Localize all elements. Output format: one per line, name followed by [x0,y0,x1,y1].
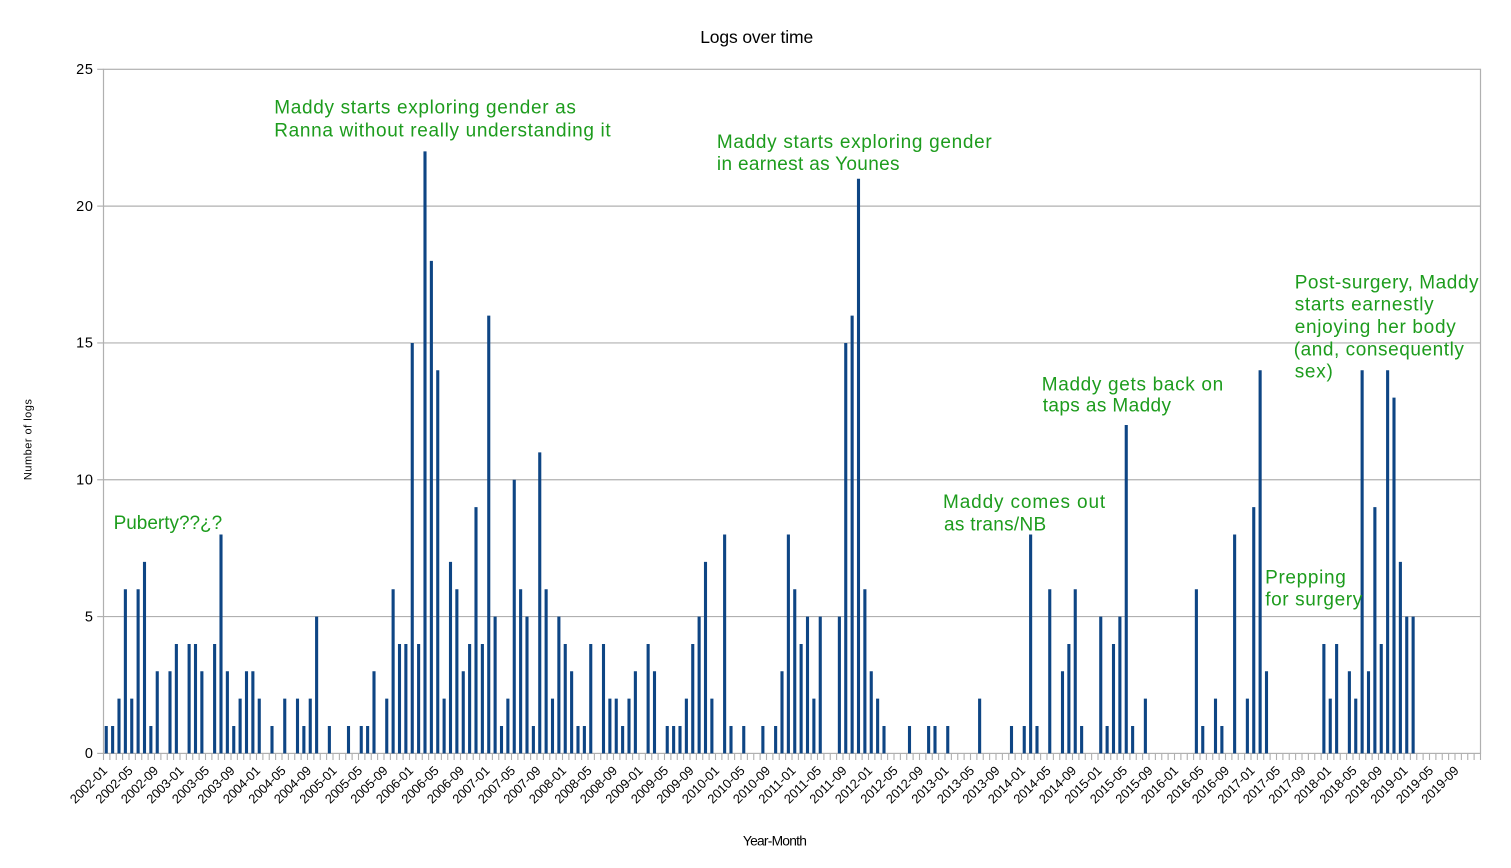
svg-text:Logs over time: Logs over time [700,27,813,47]
svg-text:Maddy starts exploring gender: Maddy starts exploring gender as [274,98,576,119]
svg-text:as trans/NB: as trans/NB [944,514,1046,535]
svg-text:for surgery: for surgery [1265,590,1363,611]
svg-text:Puberty??¿?: Puberty??¿? [114,513,223,534]
svg-text:in earnest as Younes: in earnest as Younes [717,154,900,175]
svg-text:(and, consequently: (and, consequently [1294,339,1465,360]
svg-text:Post-surgery, Maddy: Post-surgery, Maddy [1295,272,1479,293]
svg-text:0: 0 [85,746,93,762]
svg-text:25: 25 [76,62,93,78]
svg-text:10: 10 [76,473,93,489]
svg-text:starts earnestly: starts earnestly [1295,295,1434,316]
svg-text:Maddy starts exploring gender: Maddy starts exploring gender [717,132,992,153]
svg-text:Prepping: Prepping [1265,568,1346,589]
svg-text:15: 15 [76,336,93,352]
svg-text:Number of logs: Number of logs [22,399,34,481]
svg-text:Ranna without really understan: Ranna without really understanding it [274,120,611,141]
svg-text:enjoying her body: enjoying her body [1295,317,1457,338]
svg-text:20: 20 [76,199,93,215]
svg-text:Year-Month: Year-Month [743,834,807,849]
svg-text:sex): sex) [1295,362,1333,383]
svg-text:taps as Maddy: taps as Maddy [1043,396,1172,417]
svg-text:5: 5 [85,609,93,625]
svg-text:Maddy comes out: Maddy comes out [943,492,1106,513]
svg-text:Maddy gets back on: Maddy gets back on [1042,374,1224,395]
